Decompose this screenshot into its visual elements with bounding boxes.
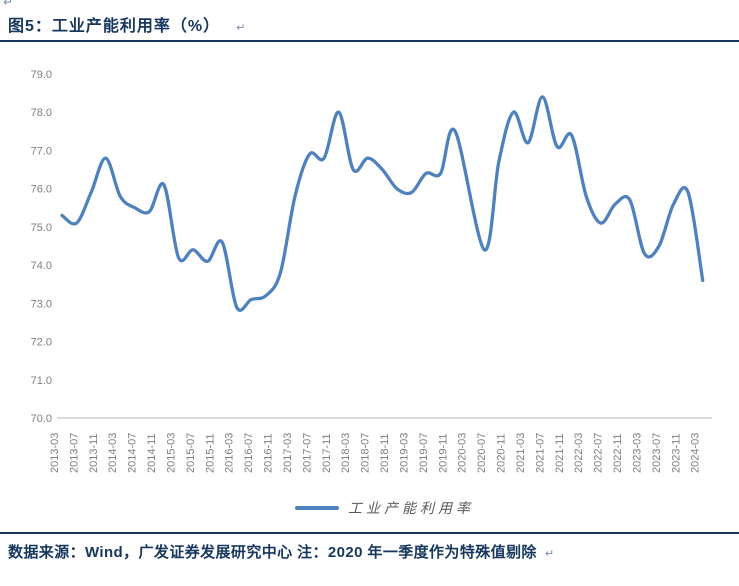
x-axis-tick-label: 2019-07 <box>418 433 430 473</box>
figure-title-row: 图5：工业产能利用率（%） ↵ <box>8 12 245 36</box>
y-axis-tick-label: 73.0 <box>31 298 52 310</box>
paragraph-mark-footer: ↵ <box>544 548 555 560</box>
x-axis-tick-label: 2014-07 <box>127 433 139 473</box>
y-axis-tick-label: 72.0 <box>31 337 52 349</box>
x-axis-tick-label: 2017-03 <box>282 433 294 473</box>
x-axis-tick-label: 2021-11 <box>554 433 566 473</box>
x-axis-tick-label: 2017-07 <box>301 433 313 473</box>
x-axis-tick-label: 2020-11 <box>496 433 508 473</box>
title-divider <box>0 40 739 42</box>
legend-line-swatch <box>295 506 339 510</box>
x-axis-tick-label: 2022-11 <box>612 433 624 473</box>
footer-divider <box>0 532 739 534</box>
x-axis-tick-label: 2023-07 <box>651 433 663 473</box>
capacity-utilization-series-line <box>60 95 705 312</box>
x-axis-tick-label: 2013-11 <box>88 433 100 473</box>
figure-title: 图5：工业产能利用率（%） <box>8 18 221 35</box>
x-axis-tick-label: 2013-03 <box>49 433 61 473</box>
x-axis-tick-label: 2022-03 <box>573 433 585 473</box>
x-axis-tick-label: 2023-03 <box>631 433 643 473</box>
x-axis-tick-label: 2014-11 <box>146 433 158 473</box>
x-axis-tick-label: 2024-03 <box>690 433 702 473</box>
y-axis-tick-label: 70.0 <box>31 413 52 425</box>
x-axis-tick-label: 2021-03 <box>515 433 527 473</box>
legend-series-label: 工业产能利用率 <box>348 500 474 516</box>
y-axis-tick-label: 71.0 <box>31 375 52 387</box>
x-axis-tick-label: 2018-07 <box>360 433 372 473</box>
chart-legend: 工业产能利用率 <box>57 498 712 518</box>
source-note: 数据来源：Wind，广发证券发展研究中心 注：2020 年一季度作为特殊值剔除 ↵ <box>8 541 554 562</box>
paragraph-mark-title: ↵ <box>236 22 246 34</box>
paragraph-mark-top: ↵ <box>3 0 14 9</box>
y-axis-tick-label: 75.0 <box>31 222 52 234</box>
x-axis-tick-label: 2016-03 <box>224 433 236 473</box>
x-axis-tick-label: 2017-11 <box>321 433 333 473</box>
y-axis-tick-label: 77.0 <box>31 145 52 157</box>
y-axis-tick-label: 79.0 <box>31 69 52 81</box>
source-note-text: 数据来源：Wind，广发证券发展研究中心 注：2020 年一季度作为特殊值剔除 <box>8 544 537 561</box>
x-axis-tick-label: 2020-07 <box>476 433 488 473</box>
x-axis-tick-label: 2020-03 <box>457 433 469 473</box>
x-axis-tick-label: 2015-07 <box>185 433 197 473</box>
x-axis-tick-label: 2019-03 <box>398 433 410 473</box>
x-axis-tick-label: 2016-07 <box>243 433 255 473</box>
x-axis-tick-label: 2013-07 <box>68 433 80 473</box>
x-axis-tick-label: 2016-11 <box>263 433 275 473</box>
x-axis-tick-label: 2021-07 <box>534 433 546 473</box>
x-axis-tick-label: 2018-11 <box>379 433 391 473</box>
y-axis-tick-label: 78.0 <box>31 107 52 119</box>
x-axis-tick-label: 2019-11 <box>437 433 449 473</box>
x-axis-tick-label: 2018-03 <box>340 433 352 473</box>
x-axis-tick-label: 2022-07 <box>593 433 605 473</box>
x-axis-tick-label: 2015-03 <box>165 433 177 473</box>
x-axis-tick-label: 2023-11 <box>670 433 682 473</box>
y-axis-tick-label: 76.0 <box>31 184 52 196</box>
y-axis-tick-label: 74.0 <box>31 260 52 272</box>
x-axis-tick-label: 2015-11 <box>204 433 216 473</box>
x-axis-tick-label: 2014-03 <box>107 433 119 473</box>
